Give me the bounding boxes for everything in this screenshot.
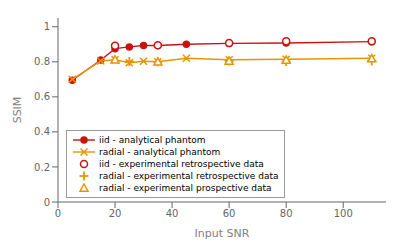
svg-text:60: 60 [223,208,236,219]
html-text:iid - analytical phantom: iid - analytical phantom [99,135,206,145]
svg-text:SSIM: SSIM [11,97,24,124]
svg-text:100: 100 [334,208,353,219]
svg-text:0: 0 [55,208,61,219]
svg-text:40: 40 [166,208,179,219]
svg-text:0: 0 [44,197,50,208]
html-text:radial - experimental retrospe: radial - experimental retrospective data [99,171,279,181]
html-text:iid - experimental retrospecti: iid - experimental retrospective data [99,159,264,169]
svg-text:1: 1 [44,21,50,32]
svg-text:Input SNR: Input SNR [195,227,250,240]
html-text:radial - experimental prospect: radial - experimental prospective data [99,183,272,193]
svg-text:20: 20 [109,208,122,219]
svg-text:0.2: 0.2 [34,162,50,173]
svg-text:0.8: 0.8 [34,56,50,67]
html-text:radial - analytical phantom: radial - analytical phantom [99,147,221,157]
svg-text:80: 80 [280,208,293,219]
svg-text:0.6: 0.6 [34,91,50,102]
svg-text:0.4: 0.4 [34,126,50,137]
